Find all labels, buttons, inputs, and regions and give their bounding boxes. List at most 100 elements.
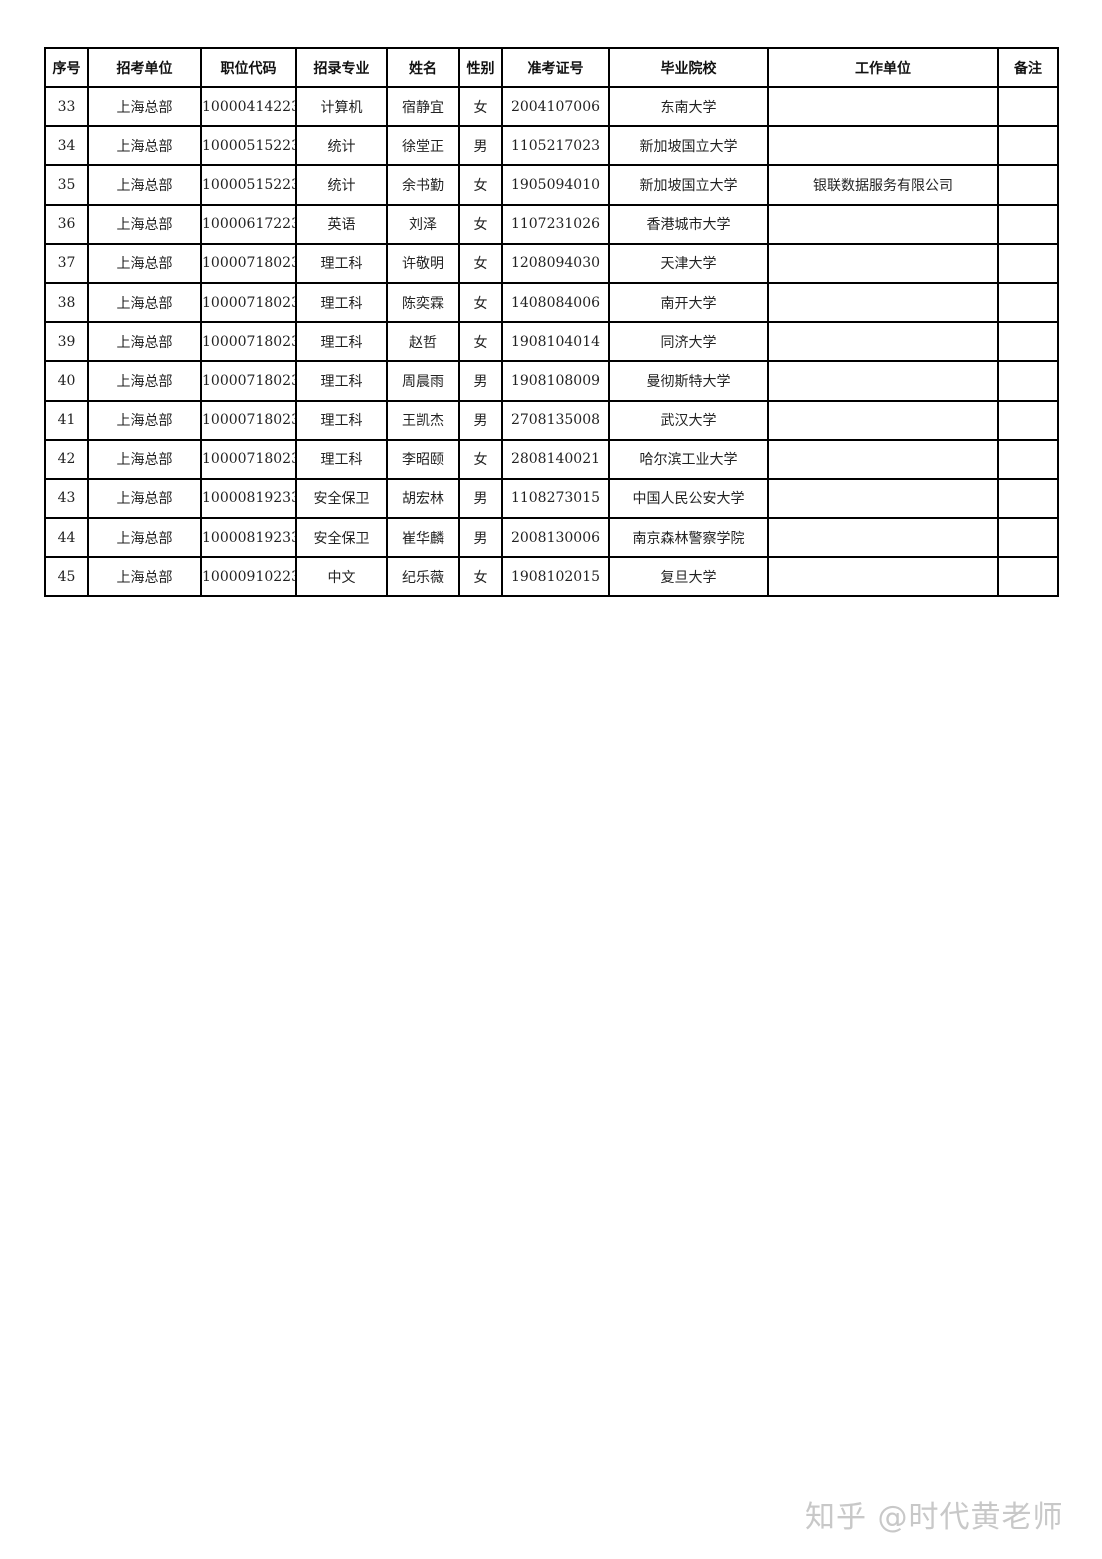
table-row: 37 上海总部 10000718023 理工科 许敬明女 1208094030 天津大学 xyxy=(44,242,1059,284)
cell-remarks xyxy=(997,281,1059,324)
cell-major: 英语 xyxy=(295,203,388,245)
cell-employer xyxy=(767,517,999,559)
cell-gender: 女 xyxy=(458,556,503,598)
cell-gender: 男 xyxy=(458,517,503,559)
cell-name: 余书勤 xyxy=(386,164,460,206)
cell-exam-id: 1905094010 xyxy=(501,164,610,206)
cell-unit: 上海总部 xyxy=(87,125,202,167)
cell-major: 统计 xyxy=(295,125,388,167)
cell-position-code: 10000515223 xyxy=(200,125,297,167)
column-header-school: 毕业院校 xyxy=(608,47,769,88)
cell-exam-id: 2808140021 xyxy=(501,438,610,480)
column-header-index: 序号 xyxy=(44,47,89,88)
cell-major: 理工科 xyxy=(295,360,388,402)
cell-school: 香港城市大学 xyxy=(608,203,769,245)
cell-index: 39 xyxy=(44,321,89,363)
results-table: 序号 招考单位 职位代码 招录专业 姓名 性别 准考证号 毕业院校 工作单位 备注 33 上海总部 1… xyxy=(44,47,1059,598)
column-header-name: 姓名 xyxy=(386,47,460,88)
cell-index: 34 xyxy=(44,125,89,167)
cell-school: 哈尔滨工业大学 xyxy=(608,438,769,480)
cell-major: 中文 xyxy=(295,556,388,598)
cell-school: 南京森林警察学院 xyxy=(608,517,769,559)
cell-index: 42 xyxy=(44,438,89,480)
cell-name: 崔华麟 xyxy=(386,517,460,559)
column-header-gender: 性别 xyxy=(458,47,503,88)
cell-major: 理工科 xyxy=(295,281,388,324)
cell-school: 天津大学 xyxy=(608,242,769,284)
cell-employer xyxy=(767,438,999,480)
cell-major: 理工科 xyxy=(295,438,388,480)
cell-exam-id: 2708135008 xyxy=(501,399,610,441)
cell-position-code: 10000515223 xyxy=(200,164,297,206)
cell-index: 41 xyxy=(44,399,89,441)
cell-unit: 上海总部 xyxy=(87,477,202,520)
cell-remarks xyxy=(997,477,1059,520)
cell-school: 同济大学 xyxy=(608,321,769,363)
cell-index: 40 xyxy=(44,360,89,402)
cell-remarks xyxy=(997,517,1059,559)
cell-position-code: 10000718023 xyxy=(200,438,297,480)
cell-school: 东南大学 xyxy=(608,85,769,128)
cell-remarks xyxy=(997,242,1059,284)
cell-remarks xyxy=(997,399,1059,441)
table-row: 33 上海总部 10000414223 计算机 宿静宜女 2004107006 东南大学 xyxy=(44,85,1059,128)
cell-remarks xyxy=(997,203,1059,245)
cell-name: 刘泽 xyxy=(386,203,460,245)
cell-position-code: 10000718023 xyxy=(200,242,297,284)
cell-remarks xyxy=(997,438,1059,480)
cell-major: 理工科 xyxy=(295,321,388,363)
cell-name: 许敬明 xyxy=(386,242,460,284)
column-header-major: 招录专业 xyxy=(295,47,388,88)
cell-unit: 上海总部 xyxy=(87,242,202,284)
cell-unit: 上海总部 xyxy=(87,281,202,324)
cell-employer xyxy=(767,556,999,598)
cell-exam-id: 1908104014 xyxy=(501,321,610,363)
cell-employer xyxy=(767,321,999,363)
table-row: 34 上海总部 10000515223 统计 徐堂正男 1105217023 新加坡国立大学 xyxy=(44,125,1059,167)
column-header-exam-id: 准考证号 xyxy=(501,47,610,88)
cell-name: 陈奕霖 xyxy=(386,281,460,324)
cell-major: 理工科 xyxy=(295,399,388,441)
column-header-employer: 工作单位 xyxy=(767,47,999,88)
cell-index: 33 xyxy=(44,85,89,128)
cell-major: 统计 xyxy=(295,164,388,206)
cell-employer xyxy=(767,477,999,520)
cell-exam-id: 1105217023 xyxy=(501,125,610,167)
table-row: 43 上海总部 10000819233 安全保卫 胡宏林男 1108273015 中国人民公… xyxy=(44,477,1059,520)
cell-remarks xyxy=(997,321,1059,363)
column-header-remarks: 备注 xyxy=(997,47,1059,88)
table-row: 40 上海总部 10000718023 理工科 周晨雨男 1908108009 曼彻斯特大学 xyxy=(44,360,1059,402)
column-header-position-code: 职位代码 xyxy=(200,47,297,88)
cell-gender: 女 xyxy=(458,164,503,206)
cell-position-code: 10000819233 xyxy=(200,517,297,559)
cell-school: 曼彻斯特大学 xyxy=(608,360,769,402)
cell-remarks xyxy=(997,164,1059,206)
cell-major: 计算机 xyxy=(295,85,388,128)
cell-employer xyxy=(767,85,999,128)
cell-school: 武汉大学 xyxy=(608,399,769,441)
cell-major: 安全保卫 xyxy=(295,517,388,559)
cell-unit: 上海总部 xyxy=(87,164,202,206)
cell-employer xyxy=(767,125,999,167)
cell-index: 38 xyxy=(44,281,89,324)
cell-name: 周晨雨 xyxy=(386,360,460,402)
table-row: 38 上海总部 10000718023 理工科 陈奕霖女 1408084006 南开大学 xyxy=(44,281,1059,324)
table-row: 44 上海总部 10000819233 安全保卫 崔华麟男 2008130006 南京森林警… xyxy=(44,517,1059,559)
cell-name: 李昭颐 xyxy=(386,438,460,480)
cell-exam-id: 1908108009 xyxy=(501,360,610,402)
cell-unit: 上海总部 xyxy=(87,321,202,363)
cell-exam-id: 1107231026 xyxy=(501,203,610,245)
cell-school: 中国人民公安大学 xyxy=(608,477,769,520)
table-row: 42 上海总部 10000718023 理工科 李昭颐女 2808140021 哈尔滨工业大… xyxy=(44,438,1059,480)
cell-remarks xyxy=(997,125,1059,167)
table-row: 45 上海总部 10000910223 中文 纪乐薇女 1908102015 复旦大学 xyxy=(44,556,1059,598)
cell-index: 35 xyxy=(44,164,89,206)
cell-employer: 银联数据服务有限公司 xyxy=(767,164,999,206)
cell-name: 赵哲 xyxy=(386,321,460,363)
cell-remarks xyxy=(997,360,1059,402)
cell-position-code: 10000718023 xyxy=(200,399,297,441)
cell-gender: 女 xyxy=(458,203,503,245)
cell-gender: 女 xyxy=(458,281,503,324)
cell-school: 复旦大学 xyxy=(608,556,769,598)
cell-gender: 女 xyxy=(458,242,503,284)
